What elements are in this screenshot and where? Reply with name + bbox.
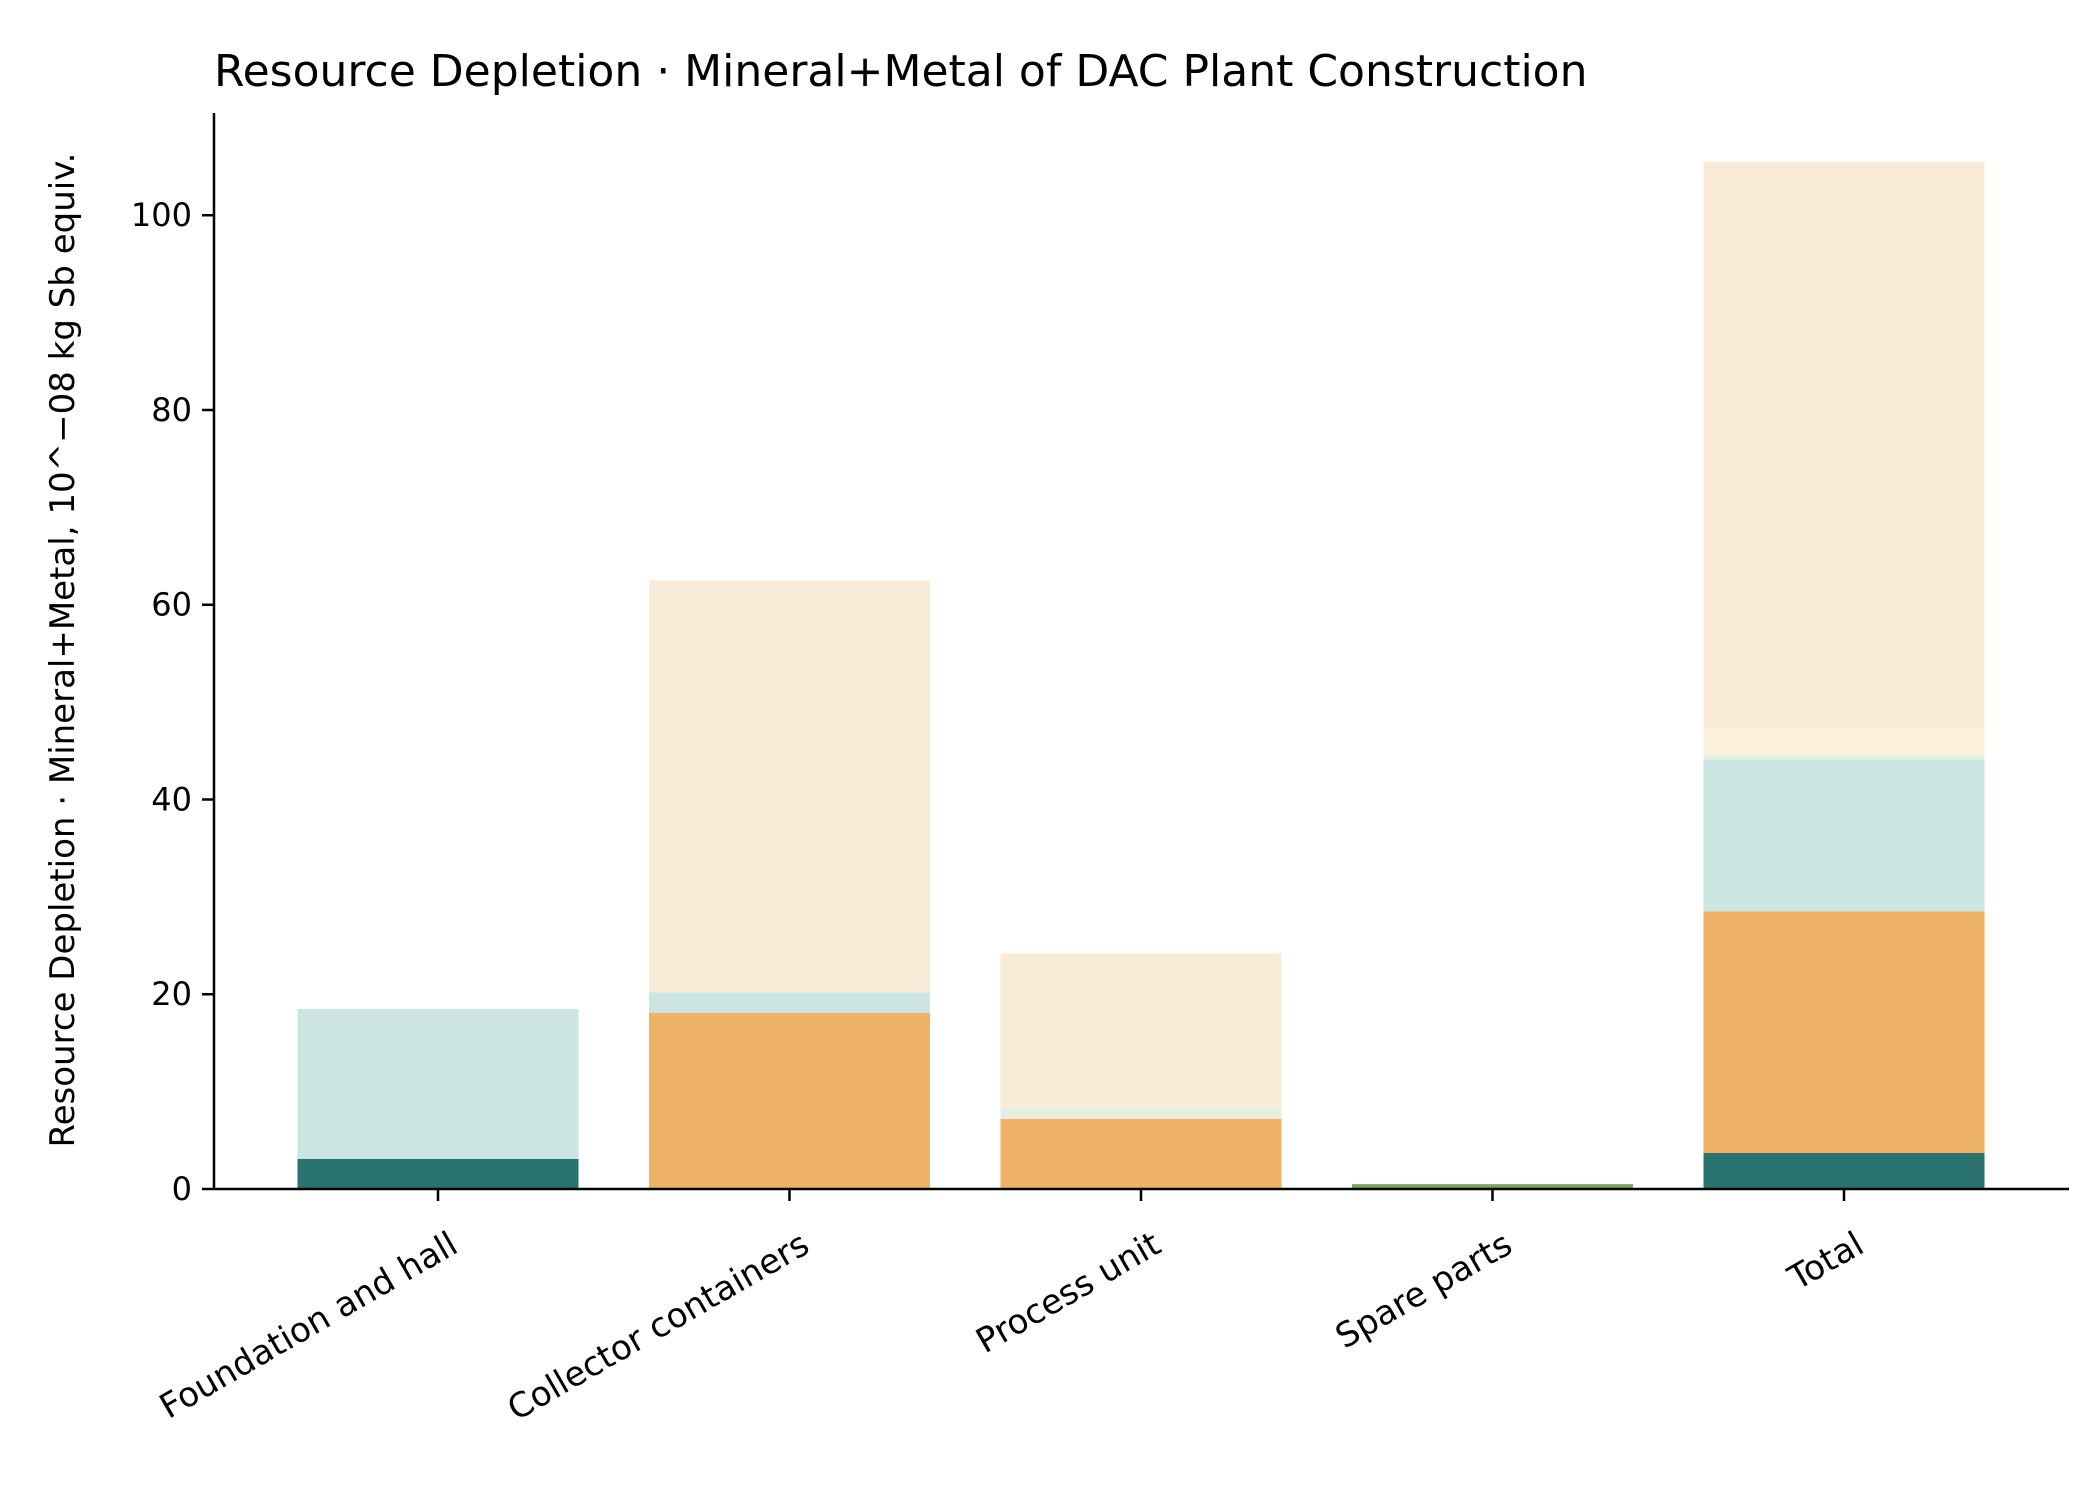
y-tick-label: 80 [151, 391, 192, 429]
bar-segment-0-0 [297, 1158, 579, 1189]
y-tick-label: 20 [151, 975, 192, 1013]
y-tick-label: 100 [131, 196, 192, 234]
x-tick-label: Spare parts [1329, 1224, 1519, 1357]
y-axis-label: Resource Depletion · Mineral+Metal, 10^−… [43, 153, 83, 1148]
bar-segment-2-2 [1000, 1118, 1282, 1189]
bar-segment-0-3 [297, 1008, 579, 1159]
bar-segment-4-4 [1703, 753, 1985, 760]
bar-segment-2-6 [1000, 953, 1282, 1108]
bar-segment-2-4 [1000, 1107, 1282, 1119]
y-tick-label: 60 [151, 586, 192, 624]
bars-group [297, 161, 1985, 1189]
x-tick-label: Foundation and hall [153, 1224, 465, 1427]
bar-segment-4-3 [1703, 759, 1985, 912]
y-tick-label: 0 [172, 1170, 192, 1208]
x-tick-label: Process unit [969, 1224, 1167, 1361]
bar-segment-4-0 [1703, 1152, 1985, 1189]
bar-segment-4-6 [1703, 161, 1985, 729]
bar-segment-1-2 [649, 1012, 930, 1189]
x-tick-label: Collector containers [501, 1224, 816, 1429]
bar-segment-4-5 [1703, 728, 1985, 754]
bar-segment-1-6 [649, 580, 930, 993]
bar-segment-3-1 [1352, 1184, 1633, 1189]
chart-title: Resource Depletion · Mineral+Metal of DA… [214, 46, 1587, 97]
y-tick-label: 40 [151, 780, 192, 818]
x-ticks-group: Foundation and hall Collector containers P… [153, 1189, 1871, 1429]
y-ticks-group: 0 20 40 60 80 100 [131, 196, 214, 1208]
bar-segment-1-3 [649, 992, 930, 1013]
x-tick-label: Total [1781, 1224, 1871, 1299]
bar-segment-4-2 [1703, 911, 1985, 1153]
